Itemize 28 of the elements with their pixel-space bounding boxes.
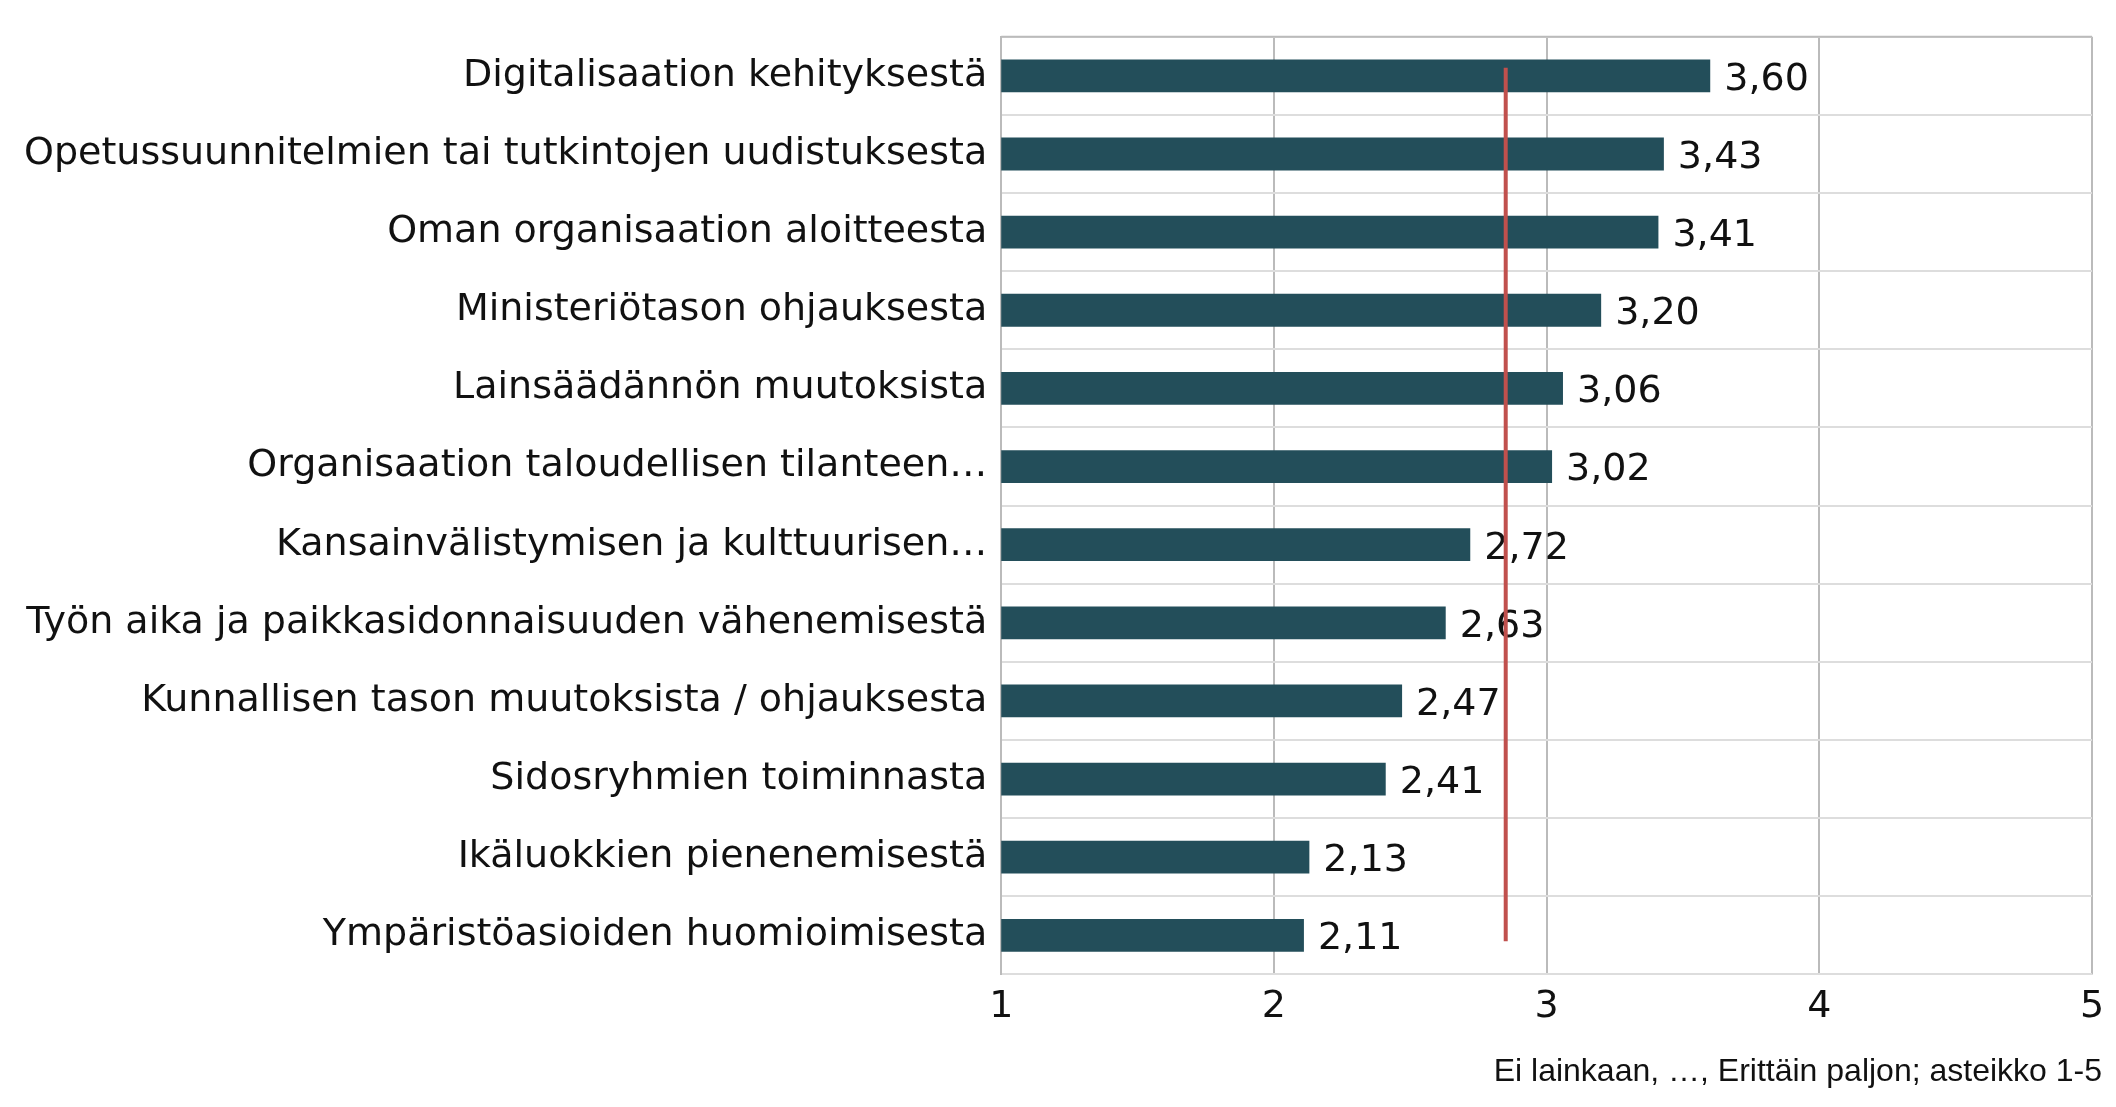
data-label: 3,41 xyxy=(1672,211,1758,256)
data-label: 3,20 xyxy=(1615,289,1700,334)
data-label: 3,60 xyxy=(1724,54,1809,99)
data-label: 2,47 xyxy=(1416,679,1501,724)
y-tick-label: Sidosryhmien toiminnasta xyxy=(490,753,988,798)
y-tick-label: Opetussuunnitelmien tai tutkintojen uudistuksesta xyxy=(24,128,988,173)
data-label: 2,11 xyxy=(1317,914,1403,959)
y-tick-label: Oman organisaation aloitteesta xyxy=(387,207,988,252)
x-tick-label: 1 xyxy=(989,982,1014,1027)
x-tick-label: 2 xyxy=(1261,982,1287,1027)
data-label: 3,06 xyxy=(1576,367,1662,412)
y-tick-label: Kansainvälistymisen ja kulttuurisen… xyxy=(276,519,988,564)
data-label: 2,41 xyxy=(1399,757,1485,802)
y-tick-label: Lainsäädännön muutoksista xyxy=(453,363,988,408)
x-axis-title: Ei lainkaan, …, Erittäin paljon; asteikko 1-5 xyxy=(1493,1052,2102,1089)
data-label: 3,43 xyxy=(1677,132,1763,177)
data-label: 3,02 xyxy=(1566,445,1651,490)
y-tick-label: Digitalisaation kehityksestä xyxy=(462,50,988,95)
data-label: 2,13 xyxy=(1323,836,1408,881)
x-tick-label: 5 xyxy=(2079,982,2105,1027)
y-tick-label: Ympäristöasioiden huomioimisesta xyxy=(321,910,988,955)
y-tick-label: Organisaation taloudellisen tilanteen… xyxy=(247,441,988,486)
y-tick-label: Ministeriötason ohjauksesta xyxy=(455,285,988,330)
y-tick-label: Ikäluokkien pienenemisestä xyxy=(457,832,988,877)
y-tick-label: Kunnallisen tason muutoksista / ohjauksesta xyxy=(141,675,988,720)
y-tick-label: Työn aika ja paikkasidonnaisuuden vähenemisestä xyxy=(25,597,988,642)
x-tick-label: 4 xyxy=(1807,982,1832,1027)
x-tick-label: 3 xyxy=(1534,982,1559,1027)
